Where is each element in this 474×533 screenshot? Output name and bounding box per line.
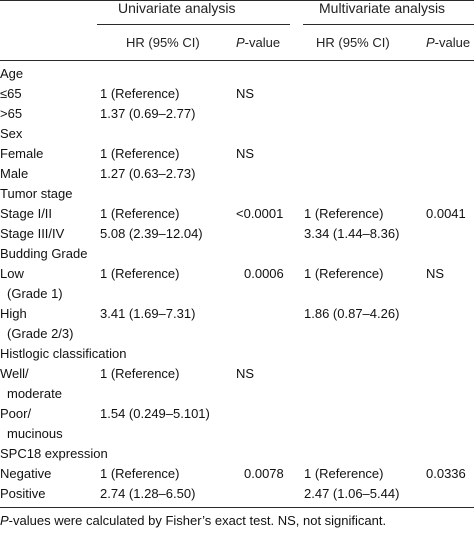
row-label: Age	[0, 66, 24, 81]
p-suffix: -value	[244, 35, 281, 50]
multivariate-p: NS	[426, 266, 445, 281]
univariate-hr: 1 (Reference)	[100, 466, 180, 481]
univariate-hr-header: HR (95% CI)	[126, 35, 200, 50]
row-label: Well/	[0, 366, 29, 381]
univariate-hr: 1.37 (0.69–2.77)	[100, 106, 196, 121]
multivariate-underline	[303, 24, 474, 25]
univariate-hr: 1.54 (0.249–5.101)	[100, 406, 210, 421]
univariate-hr: 5.08 (2.39–12.04)	[100, 226, 203, 241]
p-suffix: -value	[434, 35, 471, 50]
multivariate-hr: 3.34 (1.44–8.36)	[304, 226, 400, 241]
p-italic: P	[236, 35, 245, 50]
univariate-hr: 1.27 (0.63–2.73)	[100, 166, 196, 181]
row-label: Tumor stage	[0, 186, 73, 201]
header-bottom-rule	[0, 60, 474, 61]
multivariate-p: 0.0336	[426, 466, 466, 481]
univariate-p: NS	[236, 366, 255, 381]
row-label: Female	[0, 146, 44, 161]
univariate-p: NS	[236, 86, 255, 101]
univariate-hr: 1 (Reference)	[100, 86, 180, 101]
univariate-p: 0.0078	[244, 466, 284, 481]
multivariate-hr: 1 (Reference)	[304, 206, 384, 221]
multivariate-p-header: P-value	[426, 35, 470, 51]
row-label: SPC18 expression	[0, 446, 108, 461]
univariate-hr: 1 (Reference)	[100, 366, 180, 381]
row-label: mucinous	[7, 426, 63, 441]
univariate-hr: 2.74 (1.28–6.50)	[100, 486, 196, 501]
univariate-p-header: P-value	[236, 35, 280, 51]
row-label: Sex	[0, 126, 23, 141]
row-label: (Grade 2/3)	[7, 326, 74, 341]
univariate-p: 0.0006	[244, 266, 284, 281]
row-label: Stage I/II	[0, 206, 53, 221]
row-label: moderate	[7, 386, 62, 401]
univariate-hr: 1 (Reference)	[100, 206, 180, 221]
row-label: (Grade 1)	[7, 286, 63, 301]
multivariate-hr-header: HR (95% CI)	[316, 35, 390, 50]
multivariate-hr: 1 (Reference)	[304, 466, 384, 481]
univariate-hr: 1 (Reference)	[100, 266, 180, 281]
univariate-p: NS	[236, 146, 255, 161]
row-label: Histlogic classification	[0, 346, 127, 361]
multivariate-hr: 2.47 (1.06–5.44)	[304, 486, 400, 501]
footnote-p-italic: P	[0, 513, 9, 528]
univariate-hr: 1 (Reference)	[100, 146, 180, 161]
univariate-p: <0.0001	[236, 206, 284, 221]
p-italic: P	[426, 35, 435, 50]
univariate-underline	[97, 24, 290, 25]
multivariate-p: 0.0041	[426, 206, 466, 221]
footnote-text: -values were calculated by Fisher’s exac…	[8, 513, 387, 528]
footnote: P-values were calculated by Fisher’s exa…	[0, 513, 386, 529]
row-label: >65	[0, 106, 23, 121]
multivariate-hr: 1 (Reference)	[304, 266, 384, 281]
row-label: High	[0, 306, 27, 321]
row-label: Negative	[0, 466, 52, 481]
row-label: Poor/	[0, 406, 32, 421]
row-label: Budding Grade	[0, 246, 88, 261]
univariate-hr: 3.41 (1.69–7.31)	[100, 306, 196, 321]
row-label: Male	[0, 166, 29, 181]
row-label: Positive	[0, 486, 46, 501]
row-label: Low	[0, 266, 24, 281]
row-label: Stage III/IV	[0, 226, 65, 241]
row-label: ≤65	[0, 86, 22, 101]
multivariate-hr: 1.86 (0.87–4.26)	[304, 306, 400, 321]
multivariate-header: Multivariate analysis	[319, 0, 446, 16]
table-bottom-rule	[0, 507, 474, 508]
top-rule	[0, 0, 474, 1]
univariate-header: Univariate analysis	[118, 0, 236, 16]
